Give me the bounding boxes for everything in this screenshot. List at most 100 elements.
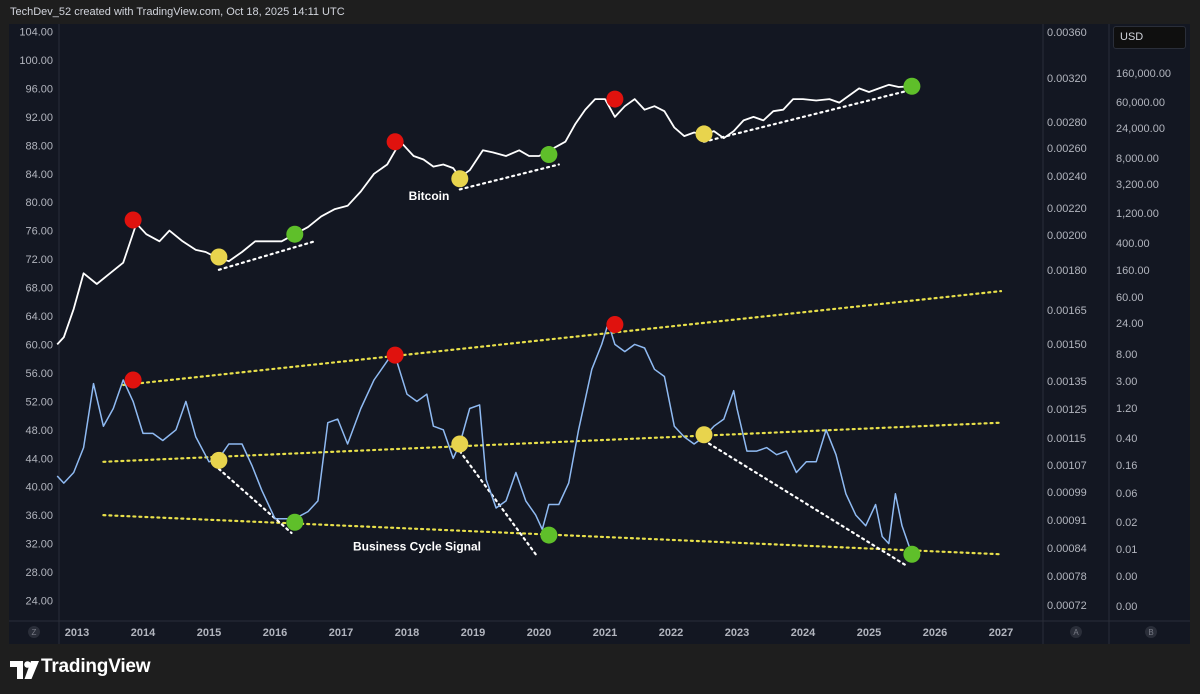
x-axis-tick-label: 2023	[725, 627, 749, 639]
axis-corner-left-button	[28, 626, 40, 638]
mid-axis-tick-label: 0.00107	[1047, 460, 1087, 472]
chart-caption: TechDev_52 created with TradingView.com,…	[10, 6, 345, 18]
x-axis-tick-label: 2022	[659, 627, 683, 639]
bitcoin-red-marker	[386, 133, 404, 151]
footer-bar	[0, 644, 1200, 694]
left-axis-tick-label: 24.00	[25, 596, 53, 608]
yellow-trendline	[102, 421, 1003, 463]
chart-svg: 104.00 100.00 96.00 92.00 88.00 84.00 80.00 76.…	[9, 24, 1190, 644]
left-axis-tick-label: 84.00	[25, 169, 53, 181]
x-axis-tick-label: 2015	[197, 627, 221, 639]
left-axis-tick-label: 40.00	[25, 482, 53, 494]
left-axis-tick-label: 64.00	[25, 311, 53, 323]
brand-name: TradingView	[41, 656, 151, 677]
left-axis-tick-label: 76.00	[25, 226, 53, 238]
mid-axis-tick-label: 0.00150	[1047, 339, 1087, 351]
mid-axis-tick-label: 0.00180	[1047, 265, 1087, 277]
right-axis-tick-label: 0.06	[1116, 488, 1137, 500]
mid-axis-tick-label: 0.00091	[1047, 515, 1087, 527]
right-axis-tick-label: 400.00	[1116, 238, 1150, 250]
x-axis-tick-label: 2013	[65, 627, 89, 639]
mid-axis-tick-label: 0.00135	[1047, 376, 1087, 388]
left-axis-tick-label: 44.00	[25, 453, 53, 465]
x-axis-tick-label: 2018	[395, 627, 419, 639]
right-axis-tick-label: 8.00	[1116, 349, 1137, 361]
bitcoin-green-marker	[286, 225, 304, 243]
x-axis-tick-label: 2021	[593, 627, 617, 639]
mid-axis-tick-label: 0.00320	[1047, 73, 1087, 85]
mid-axis-tick-label: 0.00200	[1047, 230, 1087, 242]
signal-green-marker	[903, 545, 921, 563]
chart-panel: 104.00 100.00 96.00 92.00 88.00 84.00 80.00 76.…	[9, 24, 1190, 644]
signal-green-marker	[540, 526, 558, 544]
left-axis-tick-label: 104.00	[19, 27, 53, 39]
x-axis-tick-label: 2026	[923, 627, 947, 639]
currency-label: USD	[1120, 31, 1144, 43]
axis-corner-left-label: Z	[32, 628, 37, 637]
right-axis-tick-label: 0.01	[1116, 544, 1137, 556]
bitcoin-green-marker	[540, 146, 558, 164]
left-axis-tick-label: 100.00	[19, 55, 53, 67]
bitcoin-green-marker	[903, 77, 921, 95]
bitcoin-price-line	[56, 83, 912, 346]
signal-green-marker	[286, 513, 304, 531]
x-axis-tick-label: 2024	[791, 627, 816, 639]
axis-corner-mid-button	[1070, 626, 1082, 638]
mid-axis-tick-label: 0.00072	[1047, 600, 1087, 612]
signal-red-marker	[606, 316, 624, 334]
left-axis-tick-label: 68.00	[25, 283, 53, 295]
right-axis-tick-label: 0.00	[1116, 601, 1137, 613]
left-axis-tick-label: 52.00	[25, 396, 53, 408]
top-caption-bar: TechDev_52 created with TradingView.com,…	[0, 0, 1200, 24]
right-axis-tick-label: 8,000.00	[1116, 153, 1159, 165]
mid-axis-tick-label: 0.00084	[1047, 543, 1087, 555]
left-axis-tick-label: 32.00	[25, 539, 53, 551]
right-axis-tick-label: 0.00	[1116, 571, 1137, 583]
right-axis-tick-label: 1.20	[1116, 403, 1137, 415]
signal-red-marker	[386, 346, 404, 364]
right-axis-tick-label: 0.16	[1116, 460, 1137, 472]
signal-red-marker	[124, 371, 142, 389]
bitcoin-yellow-marker	[210, 248, 228, 266]
mid-axis-tick-label: 0.00165	[1047, 305, 1087, 317]
currency-button[interactable]: USD	[1113, 26, 1186, 49]
mid-axis-tick-label: 0.00220	[1047, 203, 1087, 215]
white-trendline	[702, 89, 910, 143]
left-axis-tick-label: 36.00	[25, 510, 53, 522]
bitcoin-red-marker	[124, 211, 142, 229]
left-axis-tick-label: 88.00	[25, 140, 53, 152]
mid-axis-tick-label: 0.00360	[1047, 27, 1087, 39]
right-axis-tick-label: 60,000.00	[1116, 97, 1165, 109]
x-axis-tick-label: 2027	[989, 627, 1013, 639]
x-axis-tick-label: 2016	[263, 627, 287, 639]
business-cycle-signal-line	[56, 322, 913, 555]
mid-axis-tick-label: 0.00099	[1047, 487, 1087, 499]
right-axis-tick-label: 160.00	[1116, 265, 1150, 277]
signal-yellow-marker	[451, 435, 469, 453]
mid-axis-tick-label: 0.00260	[1047, 143, 1087, 155]
mid-axis-tick-label: 0.00078	[1047, 571, 1087, 583]
x-axis-tick-label: 2025	[857, 627, 881, 639]
bitcoin-annotation: Bitcoin	[409, 189, 450, 203]
mid-axis-tick-label: 0.00240	[1047, 171, 1087, 183]
left-axis-tick-label: 60.00	[25, 339, 53, 351]
right-axis-tick-label: 3.00	[1116, 376, 1137, 388]
white-trendline	[217, 240, 316, 271]
right-axis-tick-label: 60.00	[1116, 292, 1144, 304]
white-trendline	[217, 467, 293, 535]
mid-axis-tick-label: 0.00115	[1047, 433, 1086, 445]
white-trendline	[458, 163, 560, 191]
left-axis-tick-label: 92.00	[25, 112, 53, 124]
axis-corner-right-button	[1145, 626, 1157, 638]
right-axis-tick-label: 24.00	[1116, 318, 1144, 330]
axis-corner-right-label: B	[1148, 628, 1153, 637]
bitcoin-yellow-marker	[451, 170, 469, 188]
signal-yellow-marker	[210, 451, 228, 469]
left-axis-tick-label: 28.00	[25, 567, 53, 579]
right-axis-tick-label: 1,200.00	[1116, 208, 1159, 220]
right-axis-tick-label: 24,000.00	[1116, 123, 1165, 135]
left-axis-tick-label: 48.00	[25, 425, 53, 437]
right-axis-tick-label: 160,000.00	[1116, 68, 1171, 80]
signal-yellow-marker	[695, 426, 713, 444]
bitcoin-yellow-marker	[695, 125, 713, 143]
